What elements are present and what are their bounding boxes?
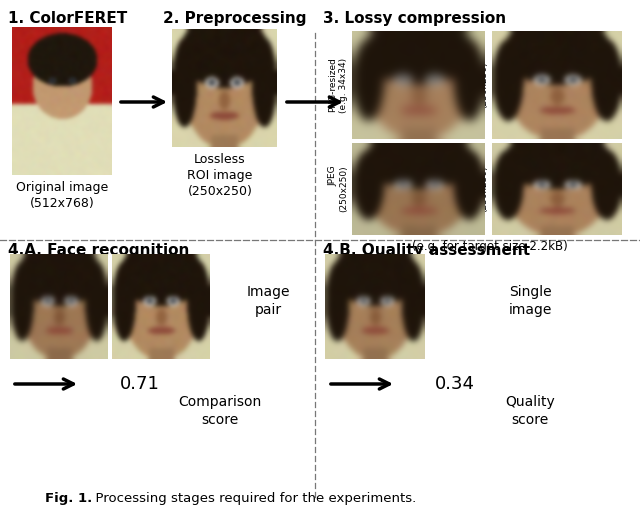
Text: PNG-resized
(e.g. 34x34): PNG-resized (e.g. 34x34) — [328, 57, 348, 113]
Text: Original image
(512x768): Original image (512x768) — [16, 181, 108, 210]
Text: Comparison
score: Comparison score — [179, 395, 262, 427]
Text: 0.34: 0.34 — [435, 375, 475, 393]
Text: JPEG 2000
(250x250): JPEG 2000 (250x250) — [468, 62, 488, 109]
Text: JPEG XL
(250x250): JPEG XL (250x250) — [468, 165, 488, 212]
Text: Processing stages required for the experiments.: Processing stages required for the exper… — [87, 492, 416, 505]
Text: 4.A. Face recognition: 4.A. Face recognition — [8, 243, 189, 258]
Text: 2. Preprocessing: 2. Preprocessing — [163, 11, 307, 26]
Text: Quality
score: Quality score — [505, 395, 555, 427]
Text: Fig. 1.: Fig. 1. — [45, 492, 92, 505]
Text: Image
pair: Image pair — [246, 285, 290, 317]
Text: JPEG
(250x250): JPEG (250x250) — [328, 165, 348, 212]
Text: 1. ColorFERET: 1. ColorFERET — [8, 11, 127, 26]
Text: 4.B. Quality assessment: 4.B. Quality assessment — [323, 243, 530, 258]
Text: Single
image: Single image — [508, 285, 552, 317]
Text: 0.71: 0.71 — [120, 375, 160, 393]
Text: 3. Lossy compression: 3. Lossy compression — [323, 11, 506, 26]
Text: Lossless
ROI image
(250x250): Lossless ROI image (250x250) — [188, 153, 253, 198]
Text: (e.g. for target size 2.2kB): (e.g. for target size 2.2kB) — [412, 240, 568, 253]
